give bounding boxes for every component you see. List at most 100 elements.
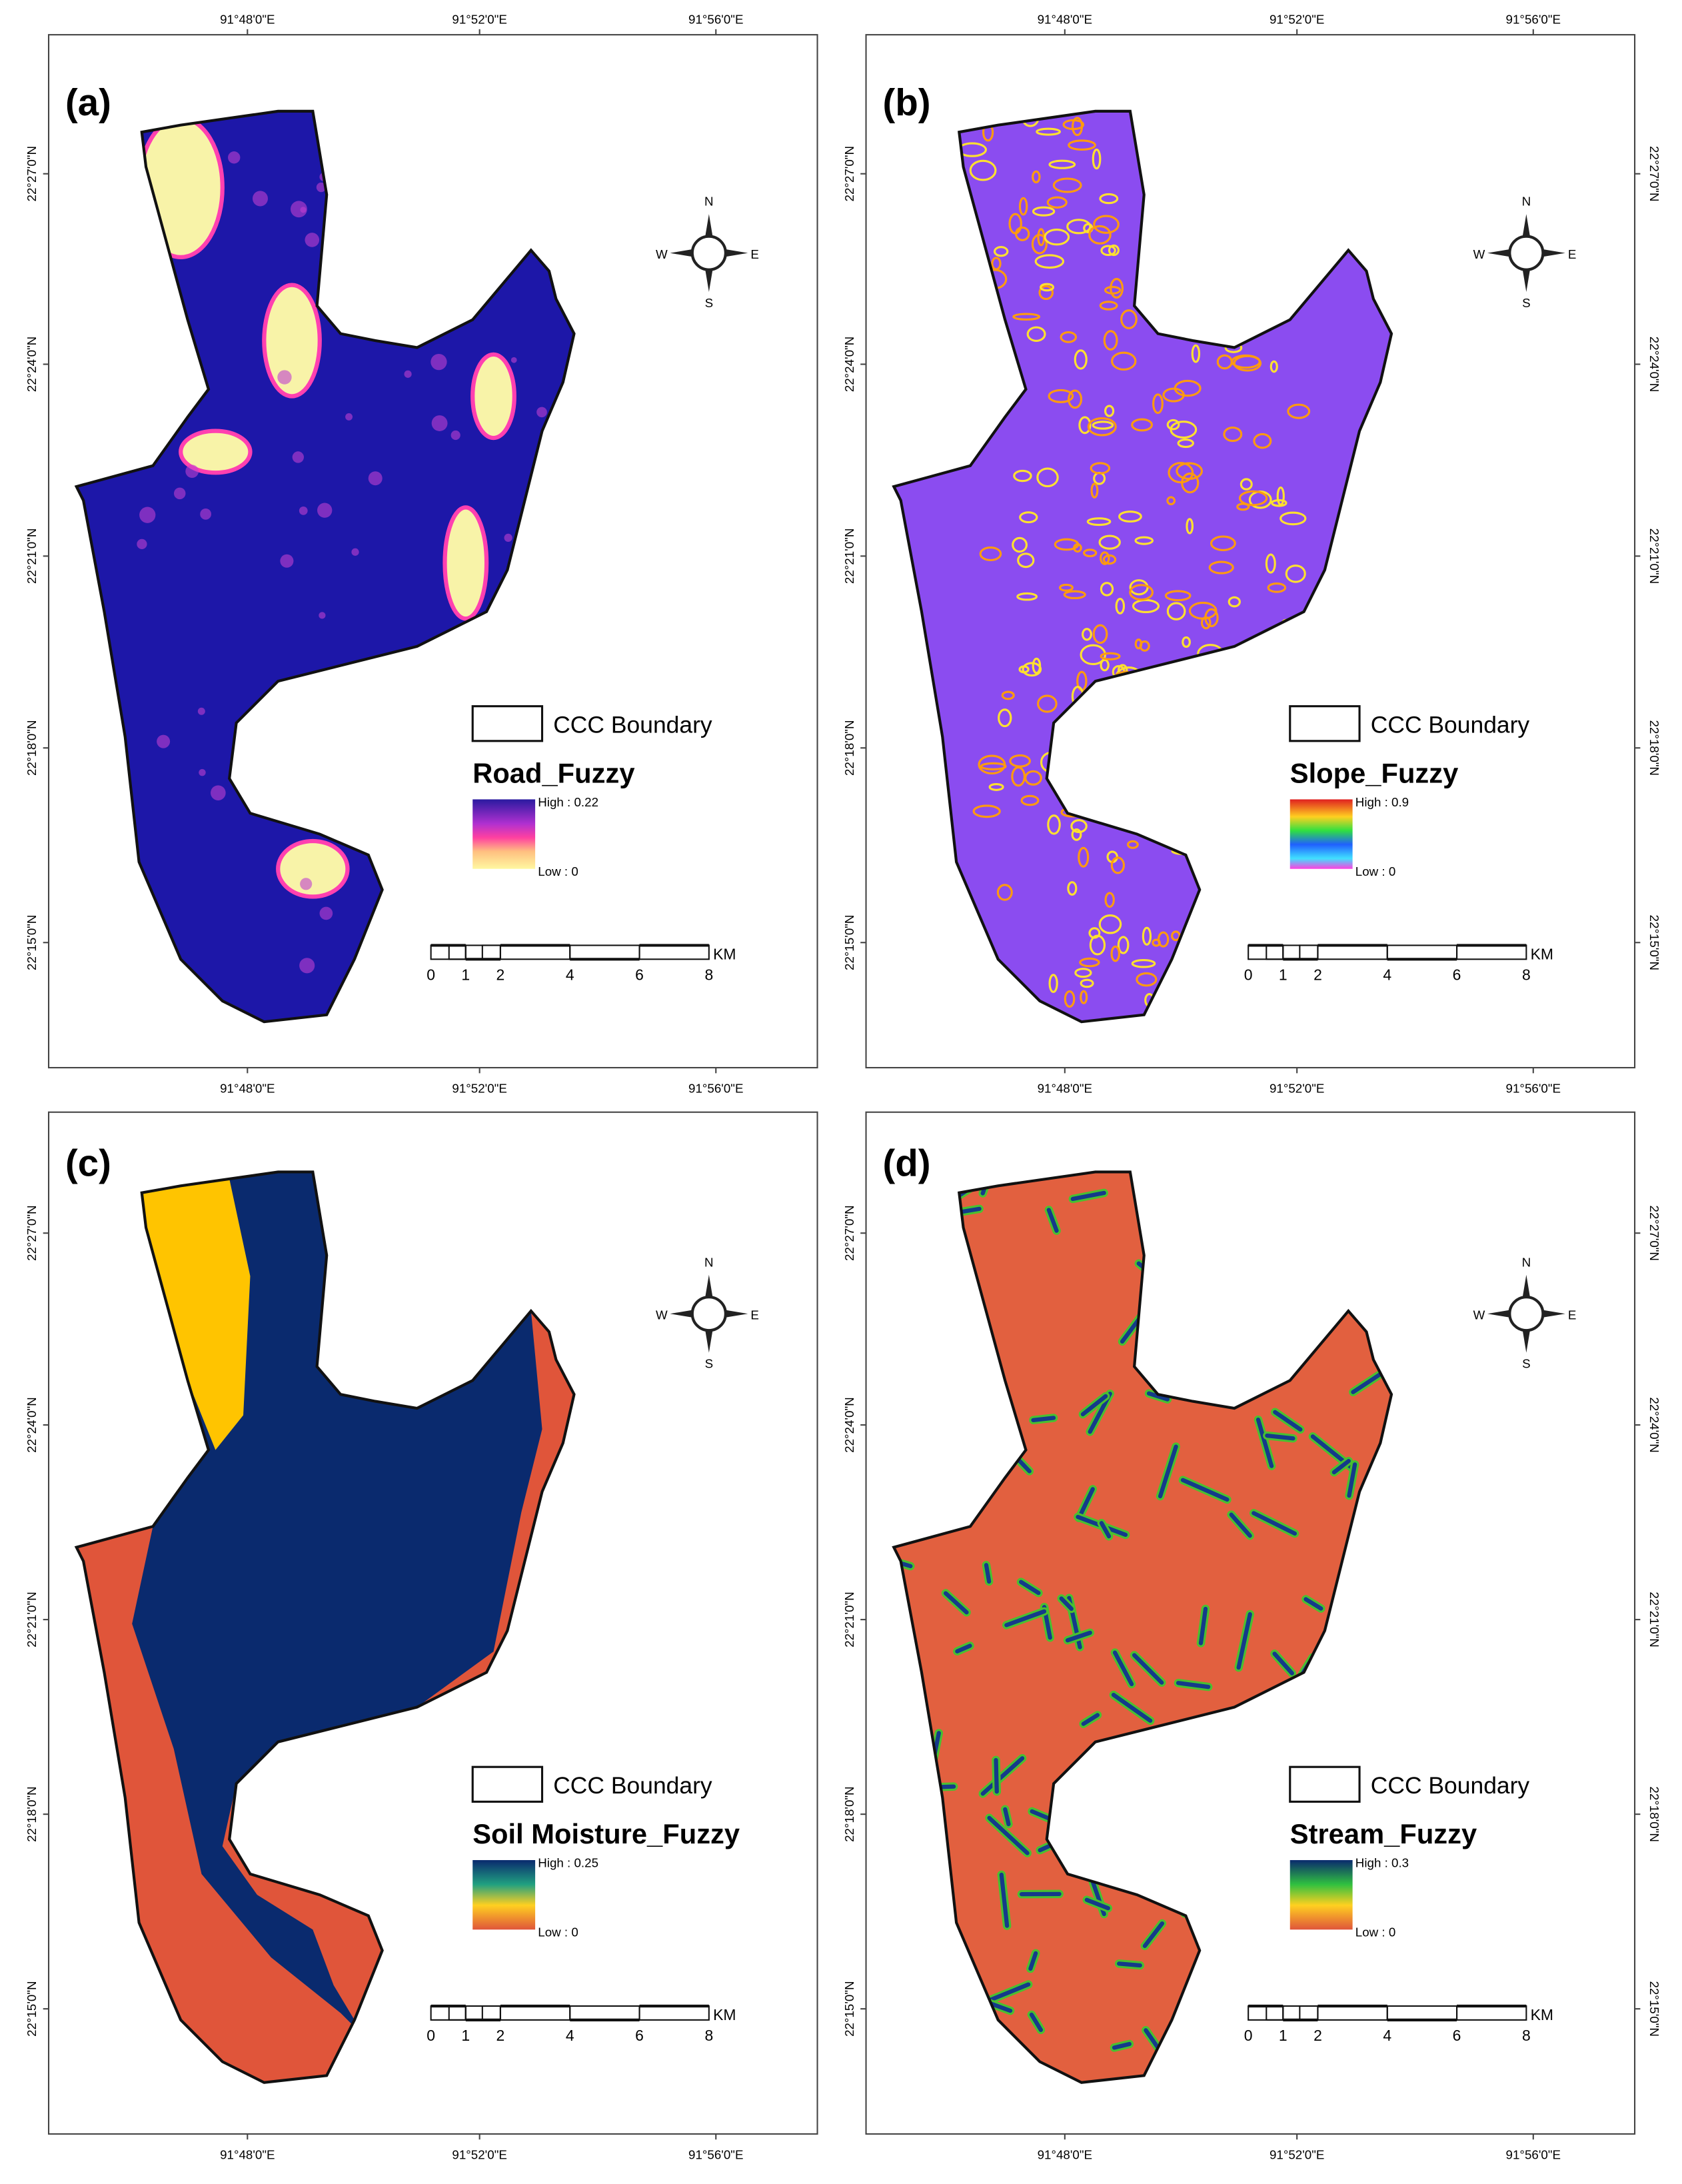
lat-label: 22°21'0"N <box>1647 1592 1661 1647</box>
map-patch <box>1060 331 1077 343</box>
map-patch <box>980 762 1007 770</box>
scale-bar <box>1248 2004 1527 2021</box>
map-patch <box>137 539 147 550</box>
map-patch <box>299 506 308 515</box>
map-patch <box>1182 636 1191 648</box>
panel-label: (b) <box>883 81 931 123</box>
compass-e: E <box>750 247 759 261</box>
scale-unit: KM <box>1531 945 1553 962</box>
stream <box>1142 1921 1165 1948</box>
compass-e: E <box>1568 247 1577 261</box>
stream <box>1272 1651 1294 1675</box>
panel-label: (a) <box>65 81 111 123</box>
lat-label: 22°15'0"N <box>25 915 39 970</box>
legend-title: Soil Moisture_Fuzzy <box>472 1818 740 1849</box>
compass-w: W <box>1473 247 1485 261</box>
stream <box>1273 1410 1303 1432</box>
stream <box>1065 1630 1092 1643</box>
map-patch <box>300 878 313 890</box>
lat-label: 22°24'0"N <box>25 337 39 392</box>
map-patch <box>1031 233 1048 255</box>
map-patch <box>1171 930 1181 942</box>
lat-label: 22°18'0"N <box>1647 720 1661 775</box>
stream <box>980 1756 1025 1796</box>
scale-label: 0 <box>1244 966 1253 984</box>
map-patch <box>1088 225 1112 245</box>
scale-segment <box>448 944 466 960</box>
stream <box>1265 1433 1295 1441</box>
map-patch <box>1110 856 1126 874</box>
map-patch <box>1066 219 1092 235</box>
stream <box>1099 1521 1112 1539</box>
scale-bar <box>430 944 710 961</box>
compass-ring <box>690 235 727 271</box>
compass-n: N <box>1522 1255 1531 1269</box>
map-patch <box>1068 139 1096 151</box>
stream <box>1059 1596 1074 1612</box>
scale-label: 8 <box>704 2027 713 2044</box>
map-patch <box>1238 490 1268 507</box>
scale-label: 4 <box>566 966 574 984</box>
stream <box>1003 1807 1011 1827</box>
stream <box>1004 1609 1047 1628</box>
map-patch <box>1100 658 1110 672</box>
map-patch <box>510 357 517 363</box>
map-patch <box>1032 170 1041 184</box>
stream <box>1111 1692 1153 1723</box>
map-patch <box>1082 628 1092 641</box>
map-patch <box>222 1783 383 2020</box>
scale-label: 4 <box>1383 2027 1391 2044</box>
scale-segment <box>481 944 501 960</box>
map-patch <box>1104 892 1115 908</box>
map-patch <box>1136 972 1158 987</box>
legend-boundary: CCC Boundary <box>1371 1772 1530 1799</box>
map-patch <box>969 159 997 181</box>
legend-low: Low : 0 <box>1355 1925 1396 1939</box>
scale-label: 6 <box>1453 966 1461 984</box>
map-patch <box>993 246 1009 257</box>
scale-label: 6 <box>635 966 644 984</box>
panel: (a) 91°48'0"E 91°52'0"E 91°56'0"E 91°48'0"E 9… <box>25 12 818 1096</box>
map-patch <box>1099 301 1118 311</box>
compass-s: S <box>705 1357 714 1371</box>
map-patch <box>1048 974 1058 993</box>
stream <box>1084 1897 1110 1911</box>
map-patch <box>1142 926 1152 946</box>
lat-label: 22°24'0"N <box>1647 337 1661 392</box>
map-patch <box>1037 694 1058 713</box>
map-patch <box>1090 462 1111 475</box>
lon-label: 91°52'0"E <box>1269 12 1324 26</box>
map-patch <box>1047 814 1061 835</box>
lat-label: 22°27'0"N <box>842 146 856 201</box>
scale-label: 0 <box>1244 2027 1253 2044</box>
lon-label: 91°48'0"E <box>220 12 275 26</box>
lon-label: 91°56'0"E <box>1506 12 1561 26</box>
map-patch <box>319 906 333 920</box>
map-patch <box>1012 313 1041 321</box>
panel: (d) 91°48'0"E 91°52'0"E 91°56'0"E 22°27'0"N 2… <box>842 1111 1661 2161</box>
map-patch <box>139 507 156 523</box>
map-patch <box>1208 560 1234 574</box>
map-patch <box>1100 245 1116 257</box>
lon-label: 91°52'0"E <box>452 12 506 26</box>
map-patch <box>1018 197 1028 216</box>
map-patch <box>299 958 315 974</box>
map-patch <box>1152 938 1161 947</box>
stream <box>1081 1713 1100 1726</box>
lat-label: 22°15'0"N <box>1647 1981 1661 2036</box>
lon-label: 91°52'0"E <box>452 2147 506 2161</box>
map-patch <box>1078 416 1092 435</box>
lat-label: 22°27'0"N <box>25 146 39 201</box>
stream <box>1132 1653 1164 1685</box>
stream <box>1347 1462 1357 1498</box>
map-patch <box>1100 582 1114 596</box>
stream <box>1198 1606 1208 1645</box>
map-patch <box>179 429 253 475</box>
lat-label: 22°24'0"N <box>842 1397 856 1452</box>
map-patch <box>276 838 350 899</box>
map-patch <box>1271 499 1287 507</box>
map-patch <box>292 451 305 463</box>
scale-label: 0 <box>426 966 435 984</box>
map-patch <box>1062 119 1085 131</box>
map-patch <box>1048 159 1076 169</box>
